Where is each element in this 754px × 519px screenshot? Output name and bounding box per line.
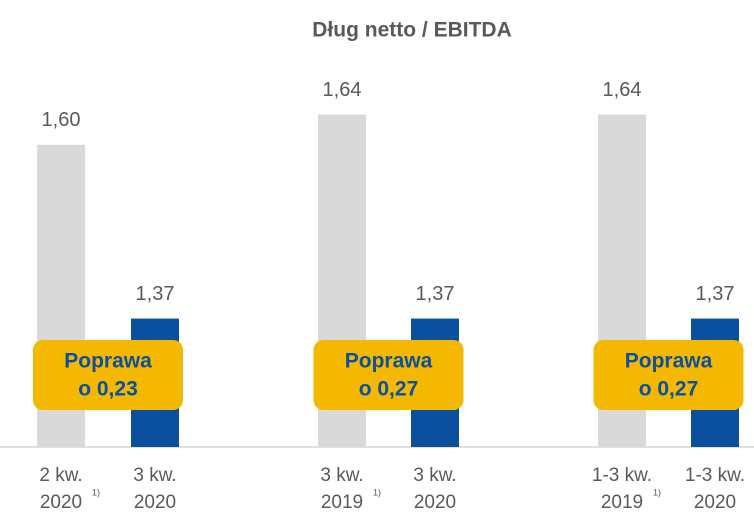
footnote-marker: 1)	[653, 487, 661, 497]
annotation-text: o 0,23	[78, 378, 138, 401]
x-tick-label: 1-3 kw.	[685, 465, 745, 486]
annotation-text: Poprawa	[64, 350, 152, 373]
annotation-badge	[33, 340, 183, 410]
x-tick-label: 2020	[694, 492, 736, 513]
value-label: 1,64	[323, 79, 362, 101]
value-label: 1,37	[136, 283, 175, 305]
x-tick-label: 2 kw.	[39, 465, 82, 486]
chart-title: Dług netto / EBITDA	[312, 19, 511, 42]
footnote-marker: 1)	[373, 487, 381, 497]
value-label: 1,64	[603, 79, 642, 101]
annotation-text: Poprawa	[345, 350, 433, 373]
x-tick-label: 2019	[601, 492, 643, 513]
annotation-text: o 0,27	[359, 378, 419, 401]
annotation-text: Poprawa	[625, 350, 713, 373]
value-label: 1,37	[696, 283, 735, 305]
value-label: 1,60	[42, 109, 81, 131]
annotation-badge	[313, 340, 464, 410]
x-tick-label: 3 kw.	[133, 465, 176, 486]
annotation-text: o 0,27	[639, 378, 699, 401]
x-tick-label: 3 kw.	[320, 465, 363, 486]
x-tick-label: 2019	[321, 492, 363, 513]
x-tick-label: 3 kw.	[413, 465, 456, 486]
x-tick-label: 2020	[40, 492, 82, 513]
x-tick-label: 1-3 kw.	[592, 465, 652, 486]
footnote-marker: 1)	[92, 487, 100, 497]
x-tick-label: 2020	[134, 492, 176, 513]
value-label: 1,37	[416, 283, 455, 305]
x-tick-label: 2020	[414, 492, 456, 513]
annotation-badge	[593, 340, 744, 410]
